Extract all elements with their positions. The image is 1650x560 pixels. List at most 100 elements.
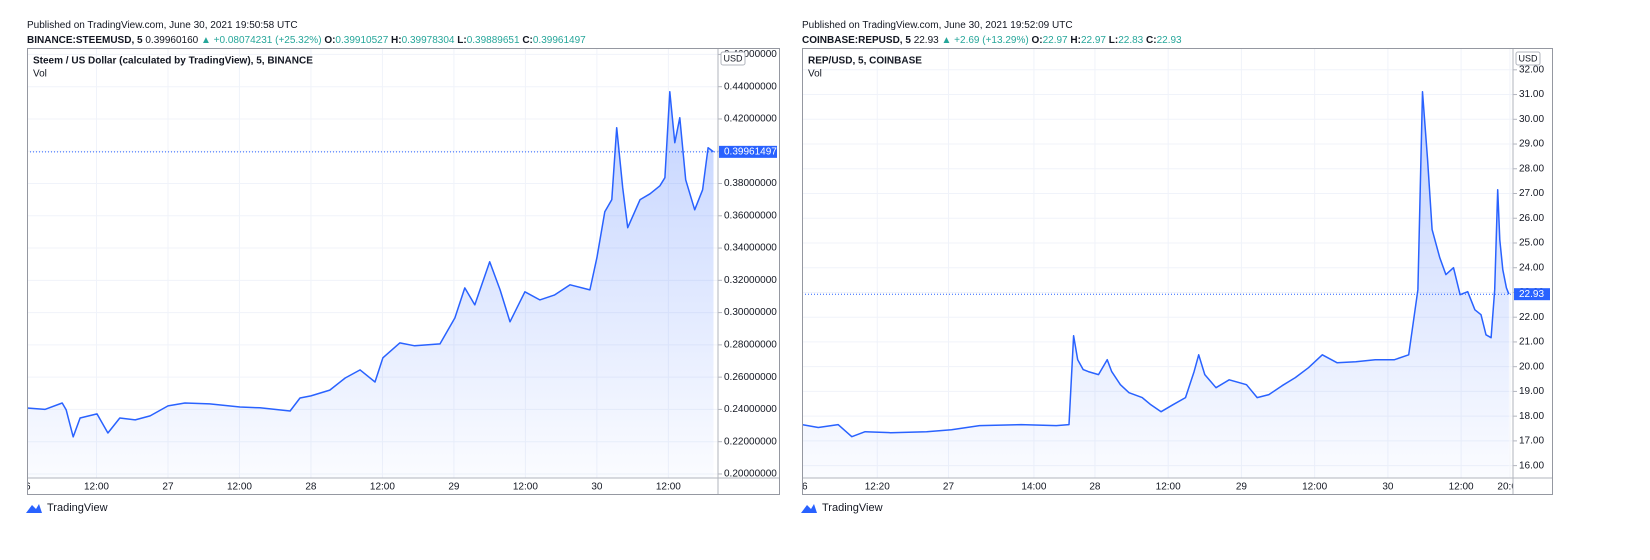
y-tick-label: 17.00 [1519,436,1544,447]
y-tick-label: 18.00 [1519,411,1544,422]
chart-panel: 16.0017.0018.0019.0020.0021.0022.0023.00… [802,48,1553,495]
x-tick-label: 28 [305,482,317,493]
last-price-label: 22.93 [1519,289,1544,300]
brand-logo [801,504,817,513]
y-tick-label: 24.00 [1519,262,1544,273]
symbol: COINBASE:REPUSD, 5 [802,35,911,46]
last-price-label: 0.39961497 [724,147,777,158]
x-tick-label: 12:00 [1449,482,1474,493]
price-area [802,91,1509,479]
ohlc-label: L: [1108,35,1119,46]
x-tick-label: 12:00 [370,482,395,493]
x-tick-label: 30 [1382,482,1394,493]
y-tick-label: 0.30000000 [724,307,777,318]
currency-box [1515,51,1541,66]
symbol-line: BINANCE:STEEMUSD, 5 0.39960160 ▲ +0.0807… [27,35,586,46]
ohlc-value: 0.39961497 [532,35,586,46]
x-tick-label: 12:00 [656,482,681,493]
change: ▲ +2.69 (+13.29%) [941,35,1029,46]
x-tick-label: 14:00 [1021,482,1046,493]
x-tick-label: 27 [943,482,955,493]
y-tick-label: 31.00 [1519,89,1544,100]
chart-header: Published on TradingView.com, June 30, 2… [802,20,1182,46]
symbol-line: COINBASE:REPUSD, 5 22.93 ▲ +2.69 (+13.29… [802,35,1182,46]
x-tick-label: 27 [162,482,174,493]
y-tick-label: 26.00 [1519,213,1544,224]
currency-box [720,51,746,66]
y-tick-label: 21.00 [1519,337,1544,348]
x-tick-label: 29 [1236,482,1248,493]
last-price-box [719,145,777,158]
x-tick-label: 26 [27,482,31,493]
quote: 22.93 [913,35,939,46]
y-tick-label: 0.46000000 [724,49,777,60]
y-tick-label: 0.38000000 [724,178,777,189]
ohlc-label: C: [522,35,533,46]
brand-name: TradingView [822,502,883,514]
x-tick-label: 20:00 [1497,482,1522,493]
y-tick-label: 29.00 [1519,139,1544,150]
y-tick-label: 32.00 [1519,64,1544,75]
y-tick-label: 0.32000000 [724,275,777,286]
ohlc-value: 22.83 [1118,35,1144,46]
y-tick-label: 0.36000000 [724,210,777,221]
ohlc-label: O: [1031,35,1043,46]
ohlc-value: 22.97 [1080,35,1106,46]
ohlc-value: 0.39910527 [335,35,389,46]
ohlc-label: H: [391,35,402,46]
ohlc-value: 0.39889651 [466,35,520,46]
chart-title: Steem / US Dollar (calculated by Trading… [33,56,313,67]
plot [27,90,718,478]
x-tick-label: 28 [1089,482,1101,493]
y-tick-label: 25.00 [1519,238,1544,249]
quote: 0.39960160 [145,35,199,46]
y-tick-label: 20.00 [1519,361,1544,372]
y-tick-label: 0.26000000 [724,372,777,383]
currency-label: USD [1518,53,1538,63]
y-tick-label: 22.00 [1519,312,1544,323]
x-tick-label: 12:00 [1302,482,1327,493]
y-tick-label: 0.42000000 [724,114,777,125]
x-tick-label: 12:00 [84,482,109,493]
chart-panel: 0.20000000 0.22000000 0.24000000 0.26000000… [27,48,780,495]
y-tick-label: 0.24000000 [724,404,777,415]
ohlc-label: H: [1070,35,1081,46]
price-line [802,91,1510,438]
x-tick-label: 12:00 [1156,482,1181,493]
chart-title: REP/USD, 5, COINBASE [808,56,922,67]
volume-label: Vol [33,69,47,80]
ohlc-value: 0.39978304 [401,35,455,46]
ohlc-label: L: [457,35,467,46]
currency-label: USD [723,53,743,63]
ohlc-value: 22.93 [1156,35,1182,46]
change: ▲ +0.08074231 (+25.32%) [200,35,322,46]
brand: TradingView [800,502,883,514]
published-note: Published on TradingView.com, June 30, 2… [802,20,1073,31]
ohlc-label: O: [324,35,336,46]
price-area [27,91,714,478]
price-line [27,90,714,438]
ohlc-value: 22.97 [1042,35,1068,46]
y-tick-label: 19.00 [1519,386,1544,397]
y-tick-label: 0.22000000 [724,436,777,447]
brand: TradingView [25,502,108,514]
y-tick-label: 0.34000000 [724,243,777,254]
brand-name: TradingView [47,502,108,514]
x-tick-label: 29 [448,482,460,493]
y-tick-label: 0.44000000 [724,81,777,92]
published-note: Published on TradingView.com, June 30, 2… [27,20,298,31]
y-tick-label: 0.28000000 [724,340,777,351]
plot [802,91,1513,479]
x-tick-label: 26 [802,482,808,493]
x-tick-label: 12:00 [227,482,252,493]
brand-logo [26,504,42,513]
y-tick-label: 16.00 [1519,460,1544,471]
x-tick-label: 12:00 [513,482,538,493]
y-tick-label: 0.20000000 [724,469,777,480]
symbol: BINANCE:STEEMUSD, 5 [27,35,143,46]
x-tick-label: 12:20 [865,482,890,493]
last-price-box [1514,288,1550,301]
ohlc-label: C: [1146,35,1157,46]
x-tick-label: 30 [591,482,603,493]
